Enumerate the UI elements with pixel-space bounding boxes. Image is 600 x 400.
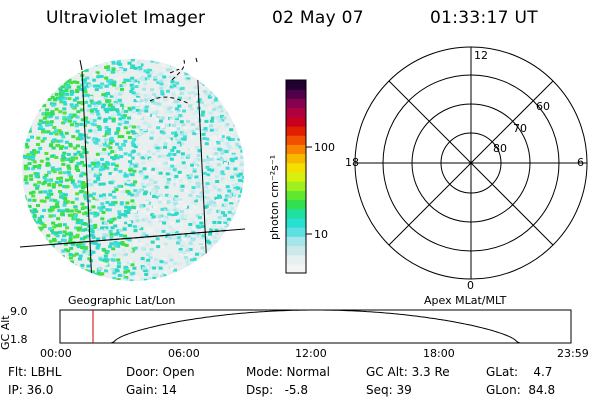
latitude-line-ext	[19, 228, 246, 248]
colorbar-swatch	[286, 217, 306, 228]
colorbar-swatch	[286, 171, 306, 182]
gc-alt-ylabel: GC Alt	[0, 315, 12, 350]
mlt-label-18: 18	[345, 156, 359, 169]
colorbar-swatch	[286, 245, 306, 256]
colorbar-swatches	[286, 80, 306, 274]
colorbar-swatch	[286, 236, 306, 247]
colorbar-swatch	[286, 208, 306, 219]
colorbar-tick-100: 100	[314, 141, 335, 154]
mlt-label-12: 12	[474, 49, 488, 62]
colorbar-swatch	[286, 153, 306, 164]
colorbar-swatch	[286, 98, 306, 109]
lat-label-70: 70	[513, 122, 527, 135]
lat-label-60: 60	[536, 100, 550, 113]
colorbar-tick-10: 10	[314, 228, 328, 241]
colorbar-swatch	[286, 199, 306, 210]
colorbar-unit-label: photon cm⁻²s⁻¹	[268, 155, 281, 240]
mlt-label-6: 6	[577, 156, 584, 169]
auroral-image-disk	[22, 59, 244, 281]
seq-info: Seq: 39	[366, 383, 412, 397]
gc-alt-curve	[60, 309, 571, 344]
observation-date: 02 May 07	[272, 8, 364, 28]
colorbar-swatch	[286, 89, 306, 99]
colorbar-swatch	[286, 254, 306, 265]
glon-info: GLon: 84.8	[486, 383, 556, 397]
colorbar-swatch	[286, 116, 306, 127]
geographic-label: Geographic Lat/Lon	[68, 294, 176, 307]
polar-diagonal	[388, 80, 554, 246]
longitude-line-ext	[79, 59, 83, 71]
colorbar-swatch	[286, 135, 306, 145]
apex-label: Apex MLat/MLT	[424, 294, 507, 307]
polar-grid	[354, 46, 588, 280]
colorbar-swatch	[286, 80, 306, 90]
lat-label-80: 80	[493, 142, 507, 155]
gain-info: Gain: 14	[126, 383, 177, 397]
observation-time: 01:33:17 UT	[430, 8, 538, 28]
mlt-label-0: 0	[467, 279, 474, 292]
ip-info: IP: 36.0	[8, 383, 54, 397]
dashed-line-ext	[171, 59, 185, 81]
mode-info: Mode: Normal	[246, 365, 330, 379]
colorbar-swatch	[286, 125, 306, 136]
longitude-line-ext	[195, 57, 198, 63]
colorbar-swatch	[286, 227, 306, 237]
colorbar-swatch	[286, 181, 306, 191]
glat-info: GLat: 4.7	[486, 365, 553, 379]
colorbar-swatch	[286, 107, 306, 118]
gc-alt-tick-9: 9.0	[10, 305, 28, 318]
gc-alt-frame	[59, 309, 572, 344]
gc-alt-info: GC Alt: 3.3 Re	[366, 365, 450, 379]
colorbar-swatch	[286, 162, 306, 173]
time-tick-0600: 06:00	[168, 347, 200, 360]
time-tick-0000: 00:00	[40, 347, 72, 360]
gc-alt-tick-1.8: 1.8	[10, 333, 28, 346]
time-tick-1200: 12:00	[295, 347, 327, 360]
colorbar-swatch	[286, 263, 306, 274]
longitude-line	[81, 69, 93, 281]
time-tick-1800: 18:00	[423, 347, 455, 360]
instrument-title: Ultraviolet Imager	[46, 8, 206, 28]
gc-alt-plot: 9.0 1.8 GC Alt 00:00 06:00 12:00 18:00 2…	[0, 305, 589, 360]
colorbar-swatch	[286, 190, 306, 201]
colorbar: 100 10 photon cm⁻²s⁻¹	[268, 79, 335, 274]
door-info: Door: Open	[126, 365, 195, 379]
colorbar-swatch	[286, 144, 306, 155]
filter-info: Flt: LBHL	[8, 365, 62, 379]
colorbar-frame	[285, 79, 307, 274]
time-tick-2359: 23:59	[557, 347, 589, 360]
longitude-line	[196, 61, 208, 271]
dsp-info: Dsp: -5.8	[246, 383, 309, 397]
